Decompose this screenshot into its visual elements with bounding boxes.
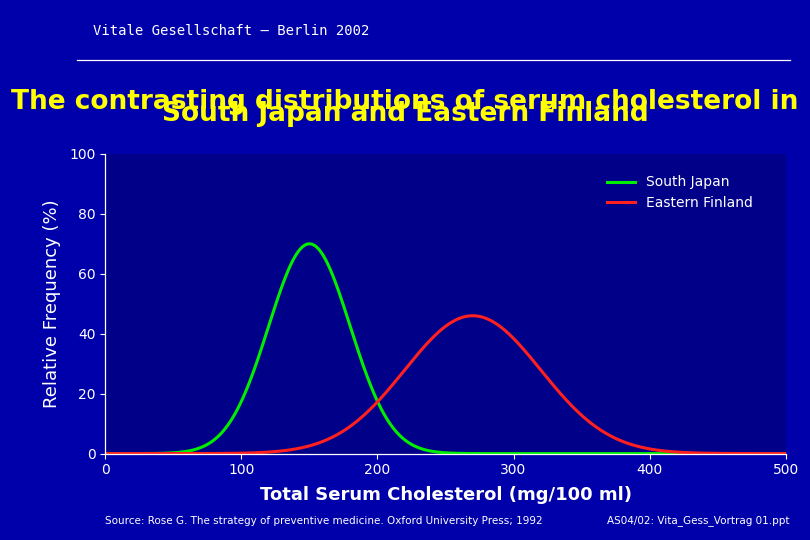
Eastern Finland xyxy=(431,331,441,338)
South Japan xyxy=(135,450,145,457)
Text: Source: Rose G. The strategy of preventive medicine. Oxford University Press; 19: Source: Rose G. The strategy of preventi… xyxy=(105,516,543,526)
Y-axis label: Relative Frequency (%): Relative Frequency (%) xyxy=(43,199,61,408)
Line: Eastern Finland: Eastern Finland xyxy=(105,316,786,454)
Text: AS04/02: Vita_Gess_Vortrag 01.ppt: AS04/02: Vita_Gess_Vortrag 01.ppt xyxy=(608,516,790,526)
Legend: South Japan, Eastern Finland: South Japan, Eastern Finland xyxy=(602,170,758,216)
South Japan xyxy=(100,450,110,457)
Text: Vitale Gesellschaft – Berlin 2002: Vitale Gesellschaft – Berlin 2002 xyxy=(93,24,369,38)
Line: South Japan: South Japan xyxy=(105,244,786,454)
Eastern Finland xyxy=(100,450,110,457)
Text: The contrasting distributions of serum cholesterol in: The contrasting distributions of serum c… xyxy=(11,89,799,115)
South Japan xyxy=(305,241,314,247)
Eastern Finland xyxy=(761,450,771,457)
South Japan xyxy=(761,450,771,457)
X-axis label: Total Serum Cholesterol (mg/100 ml): Total Serum Cholesterol (mg/100 ml) xyxy=(259,485,632,504)
Eastern Finland xyxy=(467,313,477,319)
South Japan xyxy=(432,449,441,455)
Text: South Japan and Eastern Finland: South Japan and Eastern Finland xyxy=(162,101,648,127)
Eastern Finland xyxy=(413,350,423,357)
South Japan xyxy=(414,444,424,451)
Eastern Finland xyxy=(781,450,791,457)
Eastern Finland xyxy=(637,444,646,450)
South Japan xyxy=(761,450,771,457)
Eastern Finland xyxy=(135,450,145,457)
Eastern Finland xyxy=(761,450,771,457)
South Japan xyxy=(637,450,646,457)
South Japan xyxy=(781,450,791,457)
